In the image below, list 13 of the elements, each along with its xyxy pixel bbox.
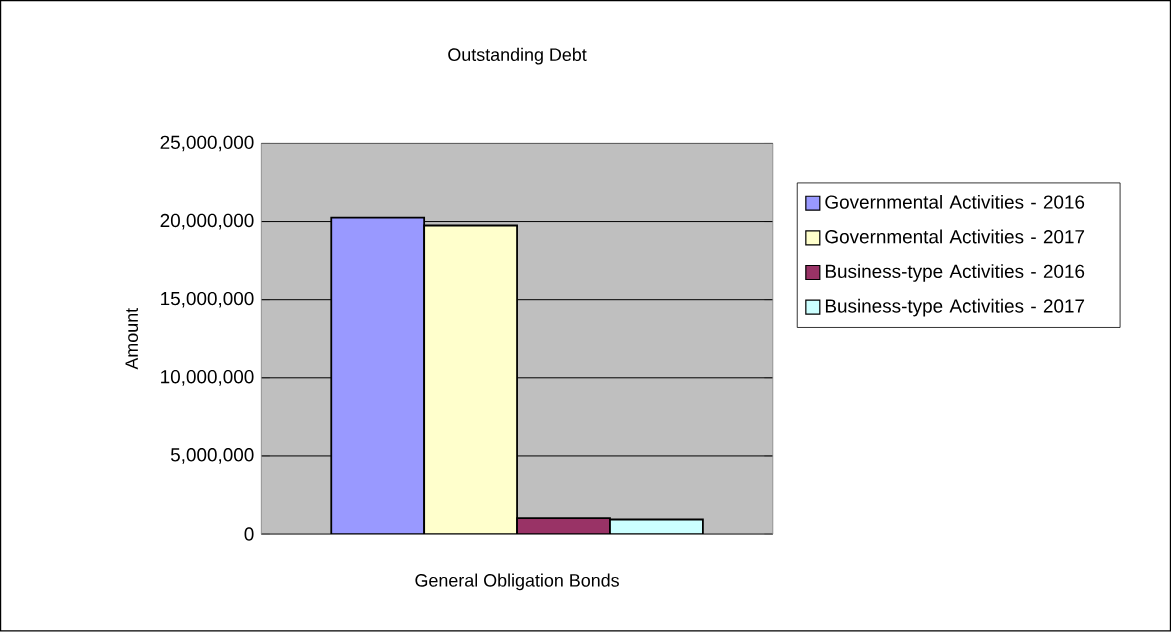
y-tick-label: 0 (244, 527, 254, 541)
legend-label: Business-type Activities - 2017 (825, 299, 1085, 317)
y-axis-title: Amount (125, 308, 139, 370)
y-tick-label: 10,000,000 (161, 370, 254, 386)
y-tick-label: 25,000,000 (160, 135, 254, 152)
y-tick-label: 20,000,000 (160, 213, 254, 230)
x-tick-label: General Obligation Bonds (415, 573, 619, 591)
chart-title: Outstanding Debt (448, 48, 587, 65)
legend-label: Business-type Activities - 2016 (825, 264, 1085, 283)
legend-label: Governmental Activities - 2017 (825, 229, 1085, 244)
legend-label: Governmental Activities - 2016 (825, 195, 1085, 209)
y-tick-label: 5,000,000 (170, 448, 254, 464)
y-tick-label: 15,000,000 (161, 292, 254, 308)
